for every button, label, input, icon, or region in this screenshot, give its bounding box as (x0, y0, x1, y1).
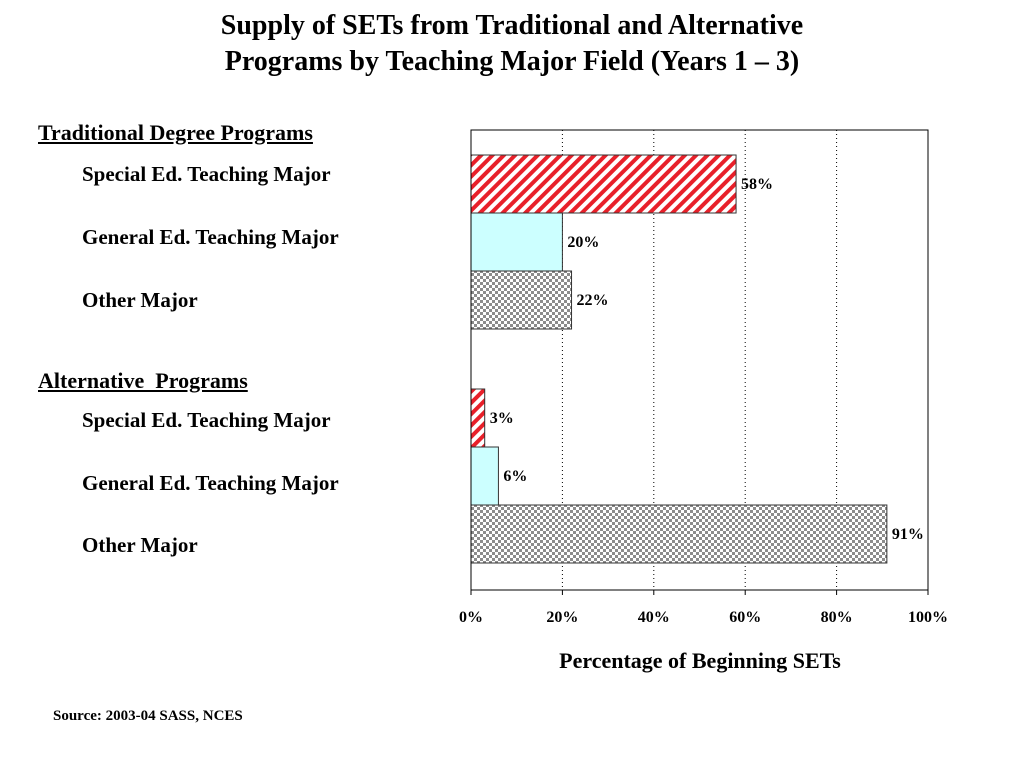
row-label-traditional-other: Other Major (82, 288, 198, 312)
data-label-traditional-special-ed: 58% (741, 176, 773, 193)
x-tick-label: 20% (546, 609, 578, 626)
bar-traditional-general-ed (470, 212, 563, 272)
x-tick-label: 100% (908, 609, 948, 626)
chart-title-line2: Programs by Teaching Major Field (Years … (224, 46, 800, 77)
row-label-traditional-special-ed: Special Ed. Teaching Major (82, 162, 331, 186)
data-label-traditional-other: 22% (577, 292, 609, 309)
bar-traditional-special-ed (470, 154, 737, 214)
bar-alternative-special-ed (470, 388, 486, 448)
data-label-alternative-general-ed: 6% (503, 468, 527, 485)
bar-alternative-general-ed (470, 446, 499, 506)
data-label-traditional-general-ed: 20% (567, 234, 599, 251)
data-labels: 58% 20% 22% 3% 6% 91% (490, 176, 924, 543)
x-tick-label: 0% (459, 609, 483, 626)
group-heading-traditional: Traditional Degree Programs (38, 120, 313, 145)
row-label-alternative-general-ed: General Ed. Teaching Major (82, 471, 339, 495)
x-axis-title: Percentage of Beginning SETs (559, 648, 841, 673)
x-tick-label: 60% (729, 609, 761, 626)
row-label-traditional-general-ed: General Ed. Teaching Major (82, 225, 339, 249)
plot-frame (470, 129, 929, 591)
bar-traditional-other (470, 270, 573, 330)
bars (470, 154, 888, 564)
chart-title: Supply of SETs from Traditional and Alte… (0, 8, 1024, 80)
axes: 0% 20% 40% 60% 80% 100% (459, 129, 948, 626)
x-tick-label: 40% (638, 609, 670, 626)
chart-title-line1: Supply of SETs from Traditional and Alte… (220, 10, 804, 41)
bar-alternative-other (470, 504, 888, 564)
x-tick-label: 80% (821, 609, 853, 626)
data-label-alternative-other: 91% (892, 526, 924, 543)
source-note: Source: 2003-04 SASS, NCES (53, 708, 243, 724)
group-heading-alternative: Alternative Programs (38, 368, 248, 393)
data-label-alternative-special-ed: 3% (490, 410, 514, 427)
row-label-alternative-special-ed: Special Ed. Teaching Major (82, 408, 331, 432)
row-label-alternative-other: Other Major (82, 533, 198, 557)
